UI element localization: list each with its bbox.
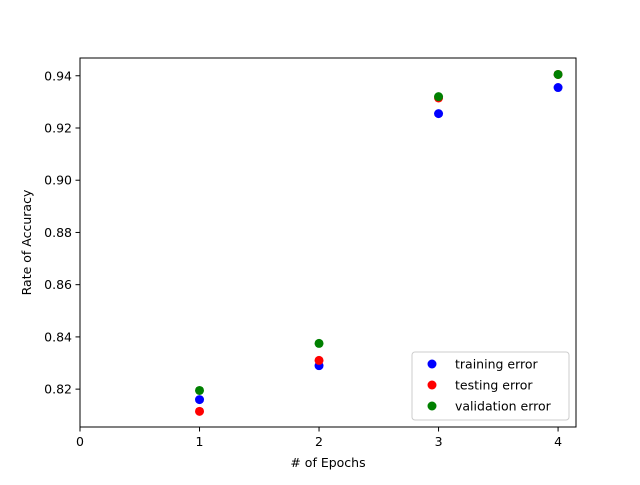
data-point bbox=[553, 69, 563, 79]
x-tick-label: 0 bbox=[76, 434, 84, 449]
data-point bbox=[553, 83, 563, 93]
x-tick-label: 4 bbox=[554, 434, 562, 449]
legend-box bbox=[411, 351, 570, 421]
data-point bbox=[434, 92, 444, 102]
axes: 0 1 2 3 4 0.82 0.84 0.86 0.88 0.90 0.92 0.94 bbox=[44, 57, 577, 449]
y-tick-label: 0.82 bbox=[44, 382, 72, 397]
legend-label: testing error bbox=[455, 378, 533, 393]
y-tick-label: 0.88 bbox=[44, 225, 72, 240]
legend-label: training error bbox=[455, 357, 539, 372]
y-tick-label: 0.86 bbox=[44, 277, 72, 292]
legend: training error testing error validation er… bbox=[411, 351, 570, 421]
x-tick-label: 1 bbox=[196, 434, 204, 449]
x-tick-label: 2 bbox=[315, 434, 323, 449]
data-point bbox=[195, 406, 205, 416]
data-point bbox=[195, 395, 205, 405]
plot-area bbox=[195, 69, 563, 416]
y-axis-label: Rate of Accuracy bbox=[19, 189, 34, 295]
y-tick-label: 0.94 bbox=[44, 68, 72, 83]
y-tick-label: 0.90 bbox=[44, 173, 72, 188]
data-point bbox=[314, 355, 324, 365]
legend-marker bbox=[427, 401, 437, 411]
data-point bbox=[195, 385, 205, 395]
x-axis-label: # of Epochs bbox=[290, 455, 365, 470]
data-point bbox=[314, 338, 324, 348]
legend-marker bbox=[427, 380, 437, 390]
y-tick-label: 0.92 bbox=[44, 120, 72, 135]
x-tick-label: 3 bbox=[435, 434, 443, 449]
plot-frame bbox=[79, 57, 577, 428]
y-tick-label: 0.84 bbox=[44, 329, 72, 344]
data-point bbox=[434, 109, 444, 119]
legend-marker bbox=[427, 359, 437, 369]
legend-label: validation error bbox=[455, 399, 552, 414]
